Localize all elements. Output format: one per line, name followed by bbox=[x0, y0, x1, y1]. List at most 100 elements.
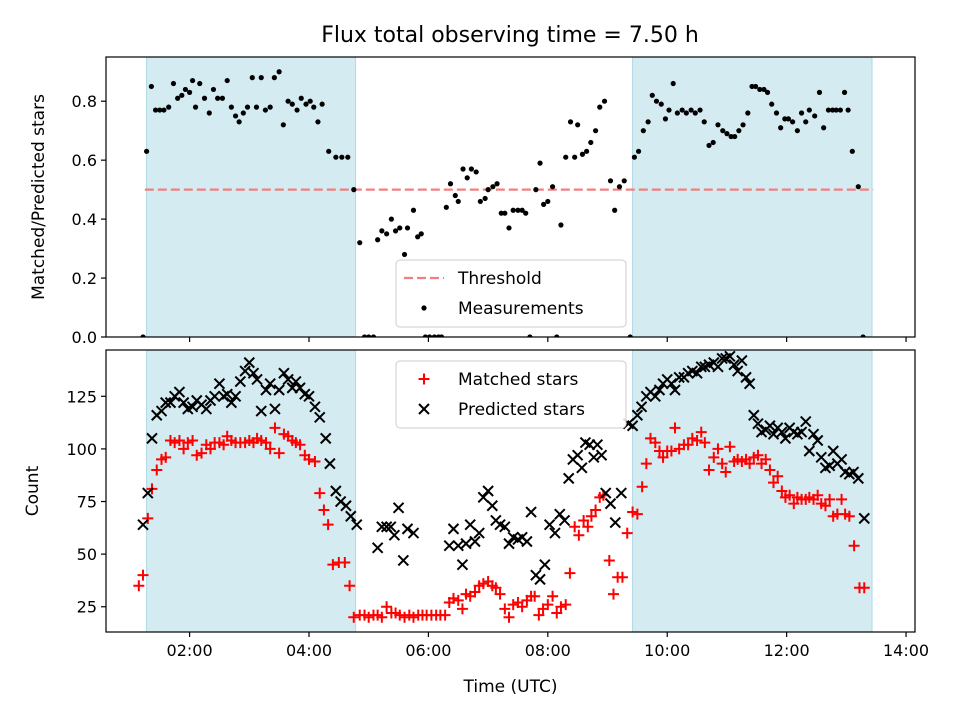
data-point bbox=[843, 510, 855, 522]
data-point bbox=[564, 567, 576, 579]
data-point bbox=[674, 110, 680, 116]
data-point bbox=[752, 83, 759, 90]
legend-x-swatch bbox=[418, 403, 430, 415]
data-point bbox=[591, 438, 604, 451]
data-point bbox=[340, 500, 352, 512]
y-tick-label: 0.4 bbox=[72, 210, 97, 229]
data-point bbox=[745, 110, 751, 116]
data-point bbox=[142, 487, 154, 499]
data-point bbox=[563, 154, 569, 160]
data-point bbox=[443, 204, 449, 210]
data-point bbox=[447, 592, 459, 604]
data-point bbox=[706, 142, 712, 149]
data-point bbox=[169, 437, 181, 449]
data-point bbox=[133, 580, 145, 592]
axes-frame bbox=[105, 56, 916, 338]
data-point bbox=[397, 225, 403, 231]
data-point bbox=[748, 409, 760, 421]
data-point bbox=[537, 160, 543, 166]
y-tick-label: 75 bbox=[77, 493, 97, 512]
data-point bbox=[816, 89, 823, 95]
data-point bbox=[752, 417, 764, 430]
data-point bbox=[161, 107, 167, 113]
data-point bbox=[327, 559, 339, 571]
data-point bbox=[860, 334, 866, 337]
data-point bbox=[290, 375, 302, 388]
data-point bbox=[657, 451, 669, 463]
y-axis-label: Matched/Predicted stars bbox=[29, 94, 49, 300]
data-point bbox=[351, 518, 363, 531]
data-point bbox=[314, 411, 326, 424]
data-point bbox=[307, 98, 313, 104]
data-point bbox=[701, 119, 707, 125]
y-axis-label: Count bbox=[23, 465, 43, 516]
shaded-interval bbox=[146, 350, 357, 632]
data-point bbox=[159, 396, 172, 409]
data-point bbox=[322, 519, 334, 531]
series-matched-stars bbox=[133, 422, 870, 623]
data-point bbox=[779, 432, 792, 445]
data-point bbox=[320, 432, 332, 445]
data-point bbox=[827, 445, 839, 457]
data-point bbox=[204, 443, 216, 455]
data-point bbox=[379, 228, 385, 234]
data-point bbox=[533, 609, 545, 621]
data-point bbox=[635, 401, 648, 413]
data-point bbox=[576, 462, 588, 474]
data-point bbox=[464, 175, 470, 181]
data-point bbox=[563, 472, 575, 485]
top-panel: 0.0 0.2 0.4 0.6 0.8 Matched/Predicted stars Th… bbox=[29, 56, 916, 347]
data-point bbox=[631, 154, 637, 160]
data-point bbox=[665, 445, 677, 457]
data-point bbox=[273, 384, 285, 396]
data-point bbox=[502, 210, 508, 216]
data-point bbox=[551, 607, 563, 619]
data-point bbox=[744, 458, 756, 470]
data-point bbox=[539, 558, 551, 571]
data-point bbox=[784, 489, 796, 501]
data-point bbox=[345, 510, 357, 522]
data-point bbox=[806, 107, 812, 113]
data-point bbox=[554, 334, 560, 337]
legend: Threshold Measurements bbox=[395, 259, 627, 328]
data-point bbox=[401, 523, 414, 535]
data-point bbox=[703, 464, 715, 476]
data-point bbox=[545, 198, 551, 205]
y-tick-label: 100 bbox=[66, 440, 97, 459]
data-point bbox=[691, 367, 703, 379]
data-point bbox=[579, 151, 586, 157]
data-point bbox=[229, 390, 242, 403]
data-point bbox=[486, 500, 498, 512]
data-point bbox=[807, 428, 820, 440]
data-point bbox=[469, 586, 481, 598]
data-point bbox=[803, 119, 809, 125]
data-point bbox=[473, 169, 479, 175]
data-point bbox=[137, 569, 149, 581]
data-point bbox=[232, 113, 239, 119]
data-point bbox=[769, 101, 775, 107]
legend-label: Measurements bbox=[458, 299, 584, 319]
data-point bbox=[803, 445, 816, 457]
data-point bbox=[357, 240, 363, 246]
data-point bbox=[616, 184, 623, 190]
data-point bbox=[547, 590, 559, 602]
data-point bbox=[438, 334, 445, 337]
data-point bbox=[225, 396, 238, 409]
data-point bbox=[464, 518, 476, 531]
data-point bbox=[662, 116, 669, 122]
data-point bbox=[224, 77, 230, 84]
data-point bbox=[776, 426, 788, 438]
data-point bbox=[318, 504, 330, 516]
data-point bbox=[269, 403, 281, 415]
data-point bbox=[152, 107, 159, 113]
shaded-interval bbox=[632, 57, 873, 337]
data-point bbox=[371, 542, 384, 554]
data-point bbox=[695, 426, 707, 438]
data-point bbox=[555, 601, 567, 613]
data-point bbox=[201, 95, 208, 101]
data-point bbox=[210, 86, 217, 93]
data-point bbox=[361, 334, 368, 337]
data-point bbox=[455, 198, 461, 205]
data-point bbox=[494, 181, 500, 187]
data-point bbox=[666, 107, 672, 113]
